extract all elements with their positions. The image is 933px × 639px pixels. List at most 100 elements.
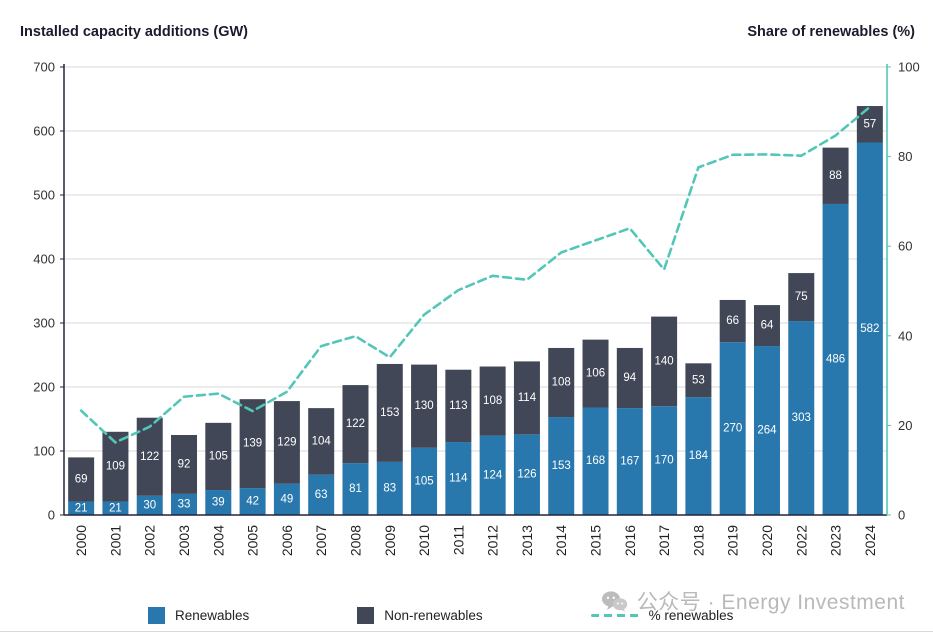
- svg-text:2009: 2009: [382, 525, 398, 556]
- svg-text:60: 60: [898, 239, 912, 254]
- bar-renewables-2006: [273, 483, 300, 515]
- bar-non-renewables-2011: [445, 369, 472, 443]
- svg-text:2017: 2017: [656, 525, 672, 556]
- bar-renewables-2005: [239, 488, 266, 515]
- svg-text:80: 80: [898, 149, 912, 164]
- svg-text:2012: 2012: [485, 525, 501, 556]
- bar-renewables-2012: [479, 435, 506, 515]
- svg-text:100: 100: [898, 60, 920, 75]
- bar-renewables-2020: [753, 346, 780, 515]
- legend-item-non-renewables: Non-renewables: [357, 606, 483, 624]
- bar-renewables-2004: [205, 490, 232, 515]
- capacity-additions-chart: 21 69 21 109 30 122 33 92 39 105 42 139 49 129 63 104 81…: [33, 60, 920, 557]
- gridlines: [64, 66, 887, 452]
- svg-text:105: 105: [414, 475, 433, 487]
- bar-non-renewables-2005: [239, 399, 266, 489]
- svg-text:39: 39: [212, 497, 225, 509]
- svg-text:153: 153: [380, 407, 399, 419]
- bar-non-renewables-2020: [753, 305, 780, 347]
- svg-text:92: 92: [178, 458, 191, 470]
- svg-text:108: 108: [552, 377, 571, 389]
- svg-text:2015: 2015: [588, 525, 604, 556]
- svg-text:2005: 2005: [245, 525, 261, 556]
- svg-text:83: 83: [383, 482, 396, 494]
- svg-text:75: 75: [795, 291, 808, 303]
- svg-text:582: 582: [860, 323, 879, 335]
- svg-text:400: 400: [33, 252, 55, 267]
- watermark-text: 公众号 · Energy Investment: [636, 591, 905, 614]
- svg-text:42: 42: [246, 496, 259, 508]
- svg-text:64: 64: [761, 320, 774, 332]
- svg-text:200: 200: [33, 380, 55, 395]
- bar-renewables-2015: [582, 407, 609, 515]
- svg-text:700: 700: [33, 60, 55, 75]
- svg-text:100: 100: [33, 444, 55, 459]
- svg-text:114: 114: [518, 392, 537, 404]
- svg-text:2002: 2002: [142, 525, 158, 556]
- bar-renewables-2019: [719, 342, 746, 515]
- svg-text:114: 114: [449, 473, 468, 485]
- legend: Renewables Non-renewables % renewables: [0, 601, 733, 629]
- bar-non-renewables-2017: [651, 316, 678, 407]
- bar-renewables-2007: [308, 474, 335, 515]
- svg-text:2024: 2024: [862, 525, 878, 556]
- svg-text:2011: 2011: [450, 525, 466, 555]
- svg-text:81: 81: [349, 483, 362, 495]
- bar-non-renewables-2012: [479, 366, 506, 436]
- bar-non-renewables-2000: [68, 457, 95, 502]
- legend-item-renewables: Renewables: [148, 606, 249, 624]
- bar-renewables-2003: [171, 493, 198, 515]
- svg-text:2018: 2018: [690, 525, 706, 556]
- bar-non-renewables-2002: [136, 417, 163, 496]
- pct-renewables-line-sample: [590, 613, 639, 617]
- bar-non-renewables-2016: [616, 347, 643, 409]
- svg-text:2023: 2023: [828, 525, 844, 556]
- right-axis-title: Share of renewables (%): [747, 24, 915, 40]
- bottom-divider: [0, 631, 933, 632]
- bar-renewables-2016: [616, 408, 643, 515]
- svg-text:129: 129: [277, 436, 296, 448]
- svg-text:21: 21: [75, 502, 88, 514]
- svg-text:122: 122: [140, 451, 159, 463]
- svg-text:130: 130: [414, 400, 433, 412]
- svg-text:106: 106: [586, 368, 605, 380]
- bar-value-labels: 21 69 21 109 30 122 33 92 39 105 42 139 49 129 63 104 81…: [75, 118, 880, 514]
- watermark: 公众号 · Energy Investment: [601, 586, 905, 616]
- bar-renewables-2014: [548, 417, 575, 515]
- svg-text:264: 264: [757, 425, 777, 437]
- svg-text:170: 170: [655, 455, 674, 467]
- bar-renewables-2001: [102, 501, 129, 515]
- svg-text:2001: 2001: [107, 525, 123, 556]
- bar-non-renewables-2019: [719, 299, 746, 343]
- svg-text:2003: 2003: [176, 525, 192, 556]
- svg-text:2006: 2006: [279, 525, 295, 556]
- legend-label-pct-renewables: % renewables: [648, 607, 734, 623]
- bar-renewables-2008: [342, 463, 369, 515]
- bar-series: [68, 106, 883, 515]
- x-axis-labels: 2000 2001 2002 2003 2004 2005 2006 2007 2008 2009…: [73, 525, 878, 556]
- pct-renewables-line: [79, 105, 872, 444]
- svg-text:168: 168: [586, 455, 605, 467]
- bar-non-renewables-2024: [856, 106, 883, 143]
- svg-text:2000: 2000: [73, 525, 89, 556]
- bar-non-renewables-2013: [513, 361, 540, 435]
- svg-text:30: 30: [143, 499, 156, 511]
- non-renewables-swatch: [357, 606, 375, 624]
- bar-renewables-2017: [651, 406, 678, 515]
- bar-non-renewables-2023: [822, 147, 849, 204]
- bar-renewables-2002: [136, 495, 163, 515]
- bar-renewables-2010: [411, 447, 438, 515]
- svg-text:500: 500: [33, 188, 55, 203]
- svg-text:40: 40: [898, 328, 912, 343]
- svg-text:21: 21: [109, 502, 122, 514]
- svg-text:2013: 2013: [519, 525, 535, 556]
- svg-text:0: 0: [898, 508, 905, 523]
- svg-text:2019: 2019: [725, 525, 741, 556]
- renewables-swatch: [148, 606, 165, 624]
- svg-text:66: 66: [726, 315, 739, 327]
- svg-text:167: 167: [620, 456, 639, 468]
- svg-text:105: 105: [209, 450, 228, 462]
- svg-text:33: 33: [178, 498, 191, 510]
- svg-text:300: 300: [33, 316, 55, 331]
